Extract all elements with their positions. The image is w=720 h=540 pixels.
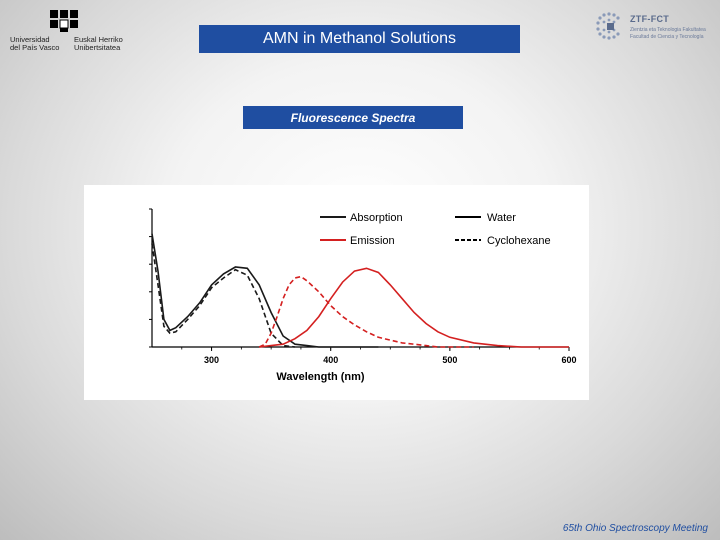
x-tick-label: 500 [442,355,457,365]
logo-col2-line1: Euskal Herriko [74,35,123,44]
ztf-line2: Facultad de Ciencia y Tecnología [630,34,704,40]
university-emblem-icon [50,10,78,32]
legend-label: Water [487,212,516,224]
logo-col2-line2: Unibertsitatea [74,43,121,52]
series-line-1 [151,243,296,348]
university-logo: Universidad del País Vasco Euskal Herrik… [8,6,138,58]
ztf-line1: Zientzia eta Teknologia Fakultatea [630,27,706,33]
faculty-logo: ZTF-FCT Zientzia eta Teknologia Fakultat… [594,10,718,54]
ztf-emblem-icon [596,12,620,40]
legend-label: Absorption [350,212,403,224]
series-line-0 [151,233,379,348]
x-tick-label: 400 [323,355,338,365]
section-label: Fluorescence Spectra [243,106,463,129]
spectra-chart: 300 400 500 600 Wavelength (nm) Absorption Emi… [84,185,589,400]
series-line-3 [258,275,474,348]
slide-title: AMN in Methanol Solutions [199,25,520,53]
x-axis-label: Wavelength (nm) [276,371,365,383]
footer-meeting: 65th Ohio Spectroscopy Meeting [562,523,708,534]
legend-label: Cyclohexane [487,235,551,247]
spectra-chart-svg: 300 400 500 600 Wavelength (nm) Absorption Emi… [149,208,577,383]
logo-col1-line2: del País Vasco [10,43,60,52]
series-line-2 [259,267,569,348]
x-tick-label: 300 [204,355,219,365]
x-tick-label: 600 [561,355,576,365]
logo-col1-line1: Universidad [10,35,50,44]
legend-label: Emission [350,235,395,247]
ztf-title: ZTF-FCT [630,14,670,24]
